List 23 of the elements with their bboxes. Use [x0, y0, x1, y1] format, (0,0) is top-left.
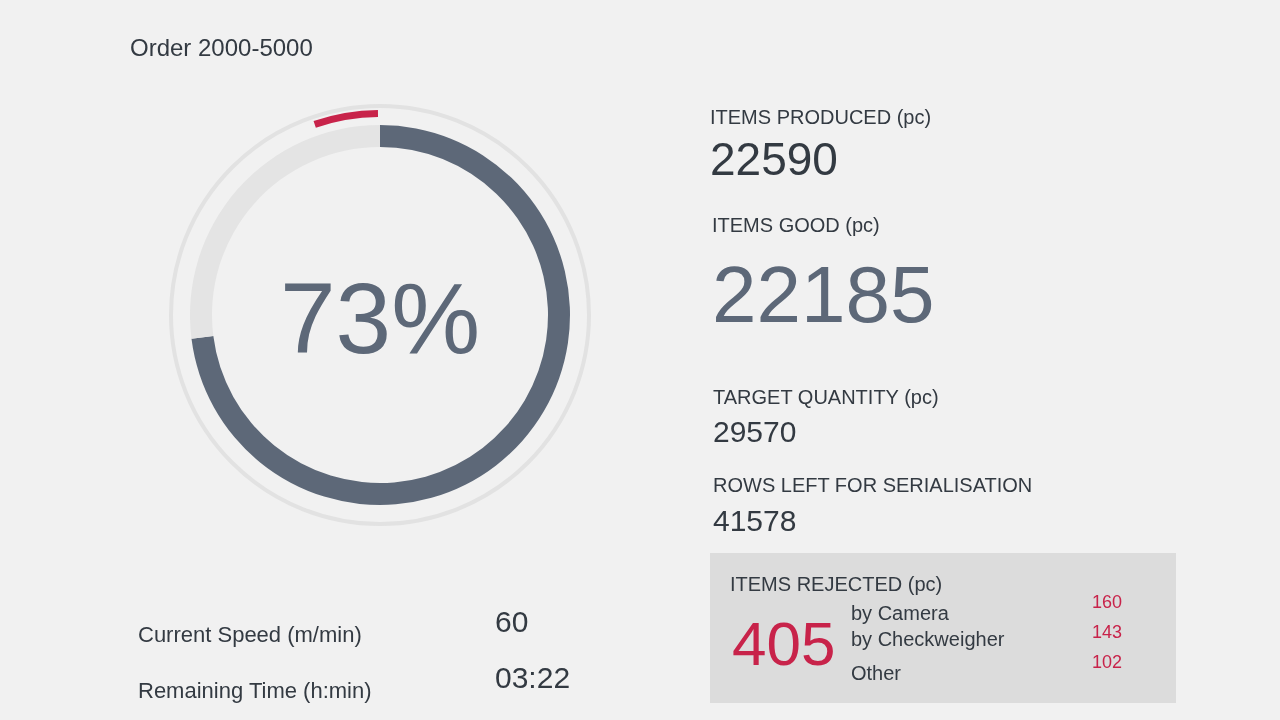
text: by Checkweigher [851, 628, 1005, 650]
text: 22185 [712, 250, 935, 339]
text: Current Speed (m/min) [138, 622, 362, 647]
text: ITEMS GOOD (pc) [712, 214, 880, 236]
text: by Camera [851, 602, 950, 624]
chart-title: Order 2000-5000 [130, 34, 313, 61]
text: 405 [732, 609, 836, 678]
text: ITEMS REJECTED (pc) [730, 573, 943, 595]
text: 160 [1091, 592, 1122, 612]
text: 102 [1091, 652, 1122, 672]
donut-slice [191, 125, 570, 505]
text: Remaining Time (h:min) [138, 678, 372, 703]
text: ITEMS PRODUCED (pc) [710, 106, 932, 128]
text: 03:22 [495, 661, 571, 694]
data-label: 73% [279, 262, 481, 374]
text: 22590 [710, 133, 838, 185]
text: ROWS LEFT FOR SERIALISATION [713, 474, 1033, 496]
text: 41578 [713, 504, 797, 537]
text: Other [851, 662, 902, 684]
text: 143 [1091, 622, 1122, 642]
text: 29570 [713, 415, 797, 448]
text: 60 [495, 605, 529, 638]
text: TARGET QUANTITY (pc) [713, 386, 939, 408]
